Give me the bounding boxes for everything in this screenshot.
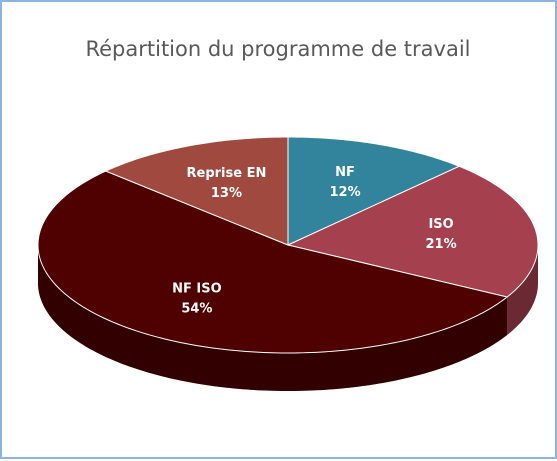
slice (286, 165, 539, 298)
slice-label: Reprise EN (187, 166, 267, 181)
slice (104, 136, 289, 246)
slice-label: NF (335, 165, 355, 180)
slice-value-label: 54% (181, 302, 212, 317)
slice-value-label: 13% (211, 186, 242, 201)
slice-value-label: 21% (426, 237, 457, 252)
slice (287, 136, 461, 246)
slice-side (507, 245, 538, 336)
slice-side-shade (38, 245, 508, 391)
slice-label: NF ISO (172, 282, 222, 297)
slice-value-label: 12% (329, 185, 360, 200)
slice-label: ISO (428, 217, 453, 232)
slice (37, 170, 509, 354)
chart-title: Répartition du programme de travail (85, 37, 470, 61)
slice-side (38, 245, 508, 391)
chart: Répartition du programme de travail NF 12… (37, 37, 539, 391)
slice-side-shade (507, 245, 538, 336)
